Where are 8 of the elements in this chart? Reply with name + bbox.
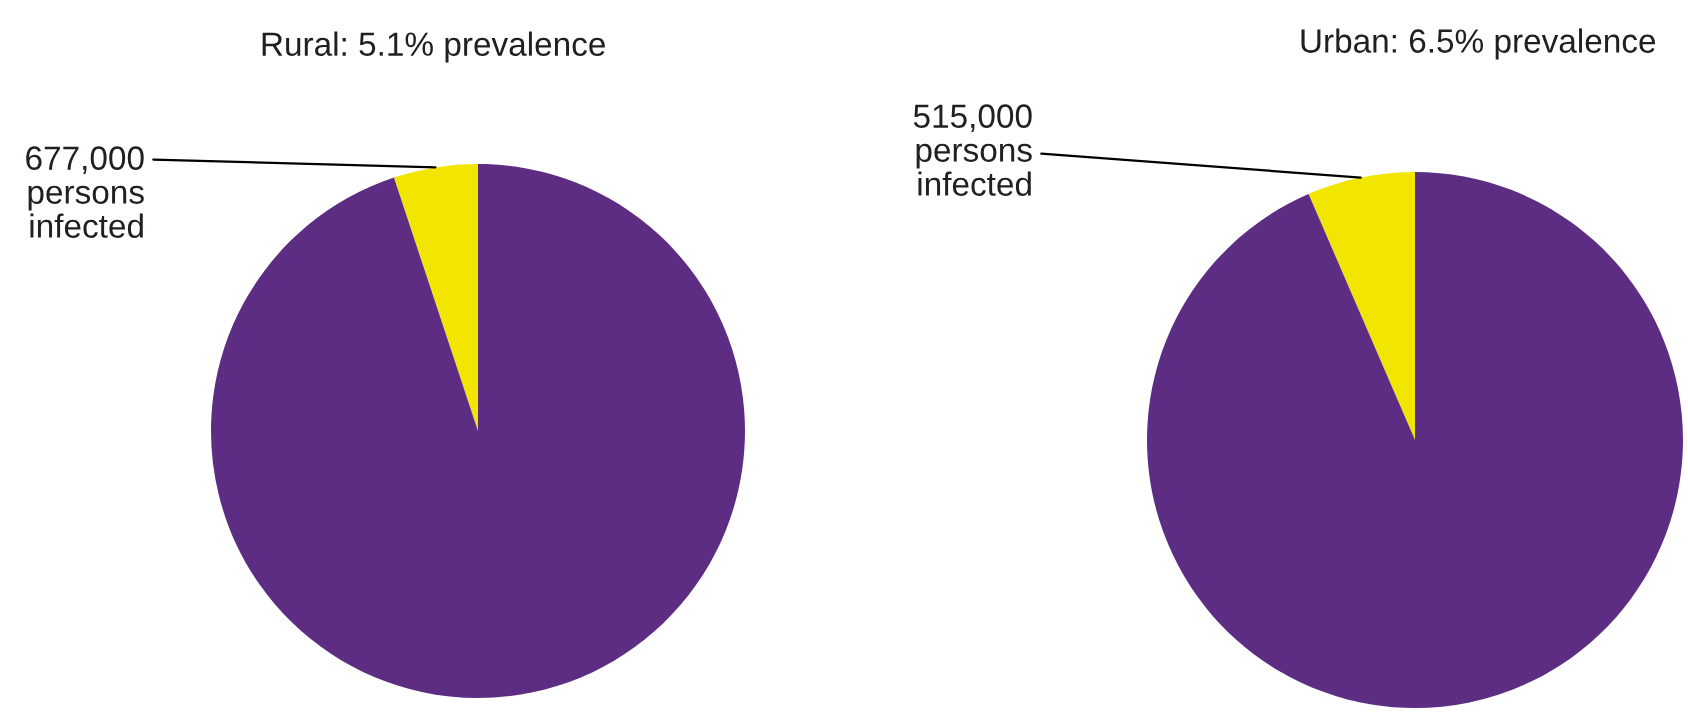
pie-slice (1308, 172, 1415, 440)
pie-slice (393, 164, 478, 431)
pie-slice (211, 164, 745, 698)
slice-label: 515,000 persons infected (913, 104, 1032, 196)
chart-title: Rural: 5.1% prevalence (262, 31, 605, 63)
slice-label: 677,000 persons infected (26, 146, 144, 238)
chart-title: Urban: 6.5% prevalence (1301, 28, 1656, 60)
pie-slice (1147, 172, 1683, 708)
